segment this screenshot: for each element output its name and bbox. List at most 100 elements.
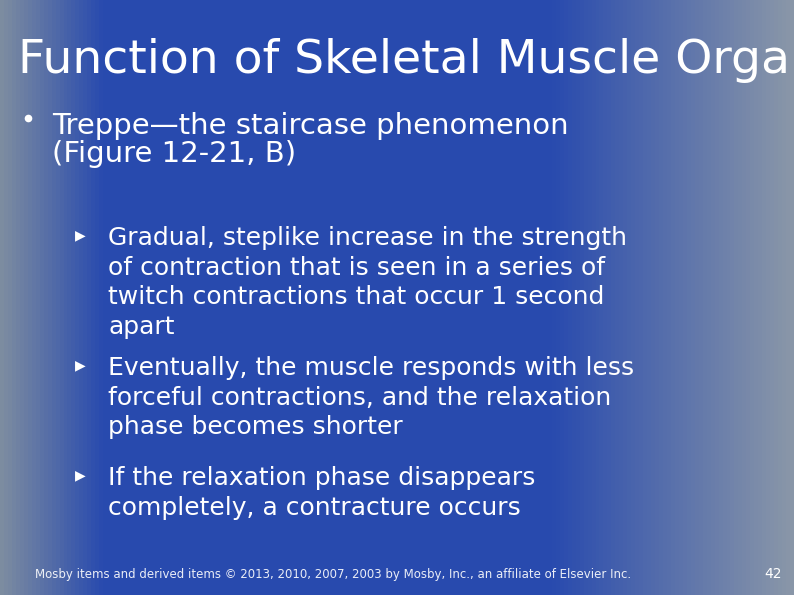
Text: Treppe—the staircase phenomenon: Treppe—the staircase phenomenon <box>52 112 569 140</box>
Bar <box>691 0 695 595</box>
Bar <box>103 0 107 595</box>
Bar <box>91 0 95 595</box>
Bar <box>484 0 488 595</box>
Bar <box>429 0 433 595</box>
Bar <box>36 0 40 595</box>
Bar <box>111 0 115 595</box>
Bar <box>147 0 151 595</box>
Bar <box>191 0 195 595</box>
Bar <box>0 0 4 595</box>
Bar <box>262 0 266 595</box>
Bar <box>647 0 651 595</box>
Bar <box>683 0 687 595</box>
Bar <box>611 0 615 595</box>
Bar <box>516 0 520 595</box>
Bar <box>750 0 754 595</box>
Bar <box>202 0 206 595</box>
Bar <box>361 0 365 595</box>
Bar <box>12 0 16 595</box>
Bar <box>727 0 730 595</box>
Bar <box>675 0 679 595</box>
Bar <box>278 0 282 595</box>
Bar <box>457 0 461 595</box>
Bar <box>433 0 437 595</box>
Bar <box>643 0 647 595</box>
Text: ▶: ▶ <box>75 358 85 372</box>
Bar <box>40 0 44 595</box>
Bar <box>572 0 576 595</box>
Bar <box>24 0 28 595</box>
Bar <box>719 0 723 595</box>
Bar <box>4 0 8 595</box>
Bar <box>449 0 453 595</box>
Bar <box>195 0 198 595</box>
Bar <box>738 0 742 595</box>
Bar <box>778 0 782 595</box>
Text: ▶: ▶ <box>75 228 85 242</box>
Bar <box>774 0 778 595</box>
Bar <box>715 0 719 595</box>
Bar <box>592 0 596 595</box>
Bar <box>71 0 75 595</box>
Bar <box>242 0 246 595</box>
Bar <box>754 0 758 595</box>
Bar <box>79 0 83 595</box>
Bar <box>318 0 322 595</box>
Bar <box>472 0 476 595</box>
Bar <box>532 0 536 595</box>
Bar <box>687 0 691 595</box>
Bar <box>326 0 330 595</box>
Bar <box>730 0 734 595</box>
Bar <box>254 0 258 595</box>
Bar <box>302 0 306 595</box>
Bar <box>667 0 671 595</box>
Bar <box>226 0 230 595</box>
Bar <box>405 0 409 595</box>
Bar <box>552 0 556 595</box>
Bar <box>44 0 48 595</box>
Bar <box>373 0 377 595</box>
Bar <box>115 0 119 595</box>
Bar <box>703 0 707 595</box>
Bar <box>540 0 544 595</box>
Bar <box>385 0 389 595</box>
Bar <box>663 0 667 595</box>
Bar <box>270 0 274 595</box>
Bar <box>556 0 560 595</box>
Bar <box>770 0 774 595</box>
Bar <box>397 0 401 595</box>
Bar <box>695 0 699 595</box>
Bar <box>425 0 429 595</box>
Bar <box>322 0 326 595</box>
Bar <box>599 0 603 595</box>
Bar <box>333 0 337 595</box>
Bar <box>679 0 683 595</box>
Bar <box>218 0 222 595</box>
Bar <box>48 0 52 595</box>
Bar <box>28 0 32 595</box>
Bar <box>167 0 171 595</box>
Text: If the relaxation phase disappears
completely, a contracture occurs: If the relaxation phase disappears compl… <box>108 466 535 519</box>
Bar <box>413 0 417 595</box>
Bar <box>56 0 60 595</box>
Bar <box>16 0 20 595</box>
Bar <box>187 0 191 595</box>
Bar <box>782 0 786 595</box>
Bar <box>453 0 457 595</box>
Bar <box>83 0 87 595</box>
Bar <box>631 0 635 595</box>
Bar <box>536 0 540 595</box>
Bar <box>143 0 147 595</box>
Bar <box>421 0 425 595</box>
Bar <box>341 0 345 595</box>
Bar <box>464 0 468 595</box>
Bar <box>155 0 159 595</box>
Bar <box>651 0 655 595</box>
Bar <box>393 0 397 595</box>
Bar <box>246 0 250 595</box>
Bar <box>179 0 183 595</box>
Bar <box>568 0 572 595</box>
Bar <box>409 0 413 595</box>
Bar <box>214 0 218 595</box>
Text: Function of Skeletal Muscle Organs: Function of Skeletal Muscle Organs <box>18 38 794 83</box>
